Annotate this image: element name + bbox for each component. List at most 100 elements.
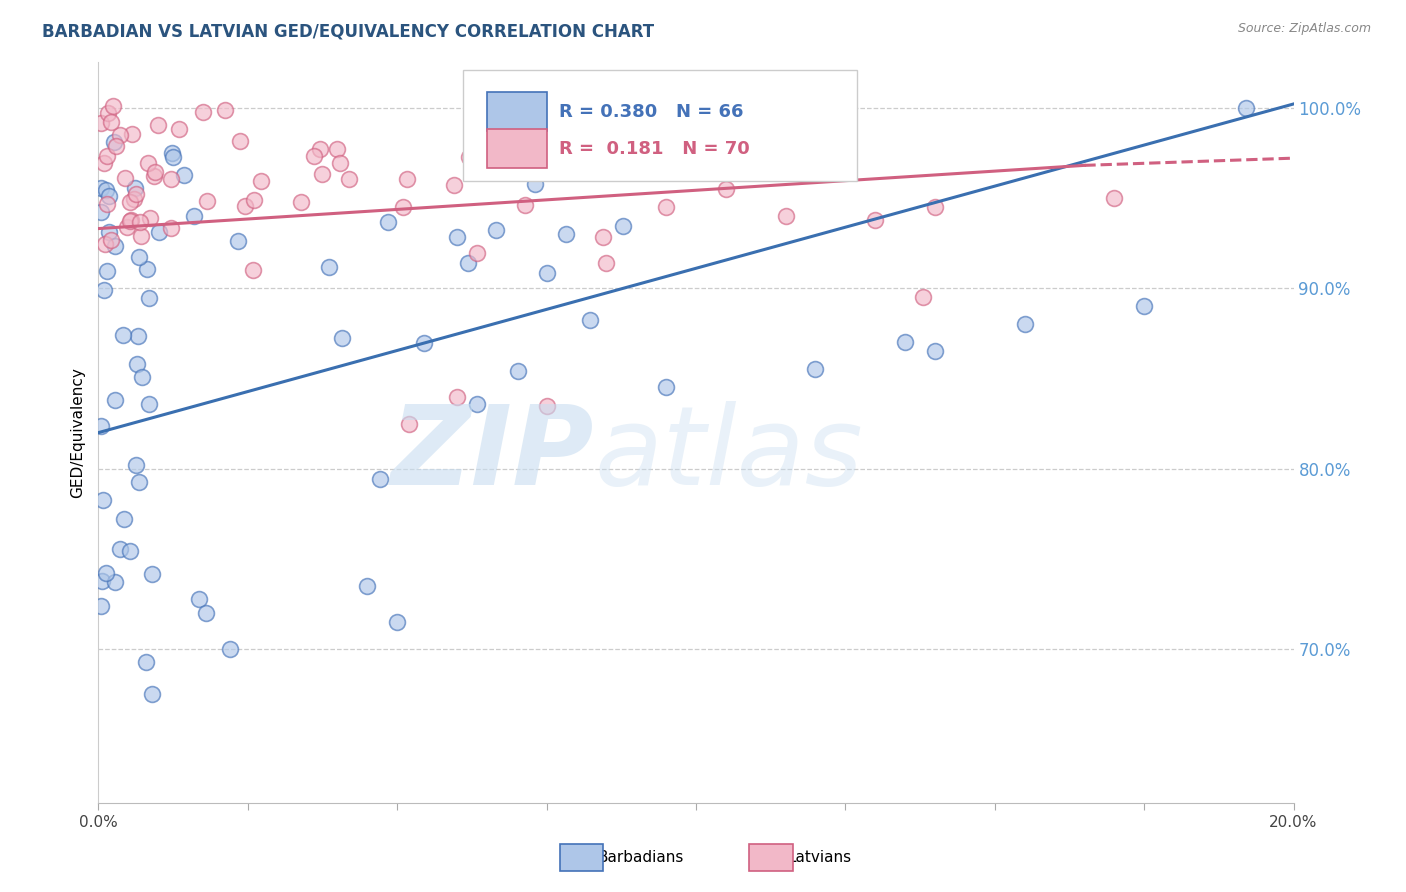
Point bbox=[90, 205, 112, 219]
Point bbox=[148, 226, 170, 240]
Text: ZIP: ZIP bbox=[391, 401, 595, 508]
Point bbox=[195, 606, 218, 620]
Point bbox=[578, 312, 600, 326]
Point bbox=[108, 128, 131, 142]
Point bbox=[118, 195, 141, 210]
Point bbox=[446, 230, 468, 244]
Text: Latvians: Latvians bbox=[787, 850, 852, 865]
Point bbox=[98, 189, 121, 203]
Point bbox=[160, 172, 183, 186]
Point bbox=[111, 328, 134, 343]
Point bbox=[233, 198, 256, 212]
Point bbox=[465, 397, 488, 411]
Point bbox=[311, 167, 333, 181]
Point bbox=[804, 163, 827, 178]
Point bbox=[90, 181, 112, 195]
Text: BARBADIAN VS LATVIAN GED/EQUIVALENCY CORRELATION CHART: BARBADIAN VS LATVIAN GED/EQUIVALENCY COR… bbox=[42, 22, 654, 40]
Point bbox=[536, 266, 558, 280]
Point bbox=[115, 220, 138, 235]
Point bbox=[356, 579, 378, 593]
Text: Source: ZipAtlas.com: Source: ZipAtlas.com bbox=[1237, 22, 1371, 36]
Point bbox=[554, 227, 576, 241]
Point bbox=[96, 264, 118, 278]
Point bbox=[96, 149, 118, 163]
Point bbox=[243, 193, 266, 207]
Point bbox=[385, 615, 409, 630]
Text: Barbadians: Barbadians bbox=[598, 850, 683, 865]
Point bbox=[143, 169, 166, 184]
Point bbox=[143, 165, 166, 179]
Point bbox=[195, 194, 218, 208]
Point bbox=[93, 156, 115, 170]
Point bbox=[91, 493, 114, 508]
Point bbox=[219, 642, 242, 657]
Point bbox=[90, 599, 112, 613]
Point bbox=[592, 229, 614, 244]
Point bbox=[129, 215, 152, 229]
Point bbox=[524, 177, 547, 191]
Point bbox=[112, 512, 135, 526]
Point bbox=[90, 419, 112, 434]
Point bbox=[141, 688, 163, 702]
Point bbox=[508, 363, 530, 377]
Point bbox=[160, 220, 183, 235]
Point bbox=[96, 183, 118, 197]
Point bbox=[108, 542, 131, 557]
Point bbox=[228, 134, 250, 148]
Point bbox=[714, 182, 737, 196]
Point bbox=[104, 393, 127, 408]
FancyBboxPatch shape bbox=[486, 129, 547, 169]
Point bbox=[337, 172, 360, 186]
Point bbox=[129, 229, 152, 244]
Point bbox=[125, 357, 148, 371]
Point bbox=[1014, 318, 1036, 332]
Point bbox=[443, 178, 465, 192]
Point bbox=[329, 155, 352, 169]
Point bbox=[309, 142, 332, 156]
Point bbox=[457, 256, 479, 270]
Point bbox=[655, 380, 678, 394]
Point bbox=[136, 262, 159, 277]
Y-axis label: GED/Equivalency: GED/Equivalency bbox=[70, 368, 86, 498]
Point bbox=[141, 566, 163, 581]
Point bbox=[122, 192, 145, 206]
Point bbox=[1133, 299, 1156, 313]
Point bbox=[136, 156, 159, 170]
Point bbox=[131, 370, 153, 384]
Point bbox=[90, 574, 112, 588]
Point bbox=[536, 399, 558, 413]
Point bbox=[104, 238, 127, 252]
Point bbox=[464, 145, 486, 159]
Point bbox=[318, 260, 340, 274]
Point bbox=[290, 194, 312, 209]
Point bbox=[392, 200, 415, 214]
Point bbox=[775, 209, 797, 223]
Point bbox=[139, 211, 162, 225]
Point bbox=[515, 198, 537, 212]
FancyBboxPatch shape bbox=[486, 92, 547, 131]
Point bbox=[96, 197, 118, 211]
Point bbox=[118, 543, 141, 558]
Point bbox=[146, 118, 169, 132]
Point bbox=[100, 115, 122, 129]
Point bbox=[924, 200, 946, 214]
Point bbox=[395, 172, 418, 186]
Point bbox=[104, 574, 127, 589]
Point bbox=[120, 214, 142, 228]
FancyBboxPatch shape bbox=[463, 70, 858, 181]
Text: R =  0.181   N = 70: R = 0.181 N = 70 bbox=[558, 140, 749, 158]
Point bbox=[124, 187, 146, 202]
Point bbox=[128, 475, 150, 490]
Point bbox=[894, 335, 917, 350]
Point bbox=[304, 149, 326, 163]
Point bbox=[398, 417, 420, 431]
Point bbox=[325, 142, 347, 156]
Point bbox=[90, 115, 112, 129]
Point bbox=[135, 655, 157, 669]
Point bbox=[485, 223, 508, 237]
Point bbox=[100, 233, 122, 247]
Point bbox=[1234, 101, 1257, 115]
Point bbox=[138, 397, 160, 411]
Point bbox=[446, 390, 468, 404]
Point bbox=[226, 235, 249, 249]
